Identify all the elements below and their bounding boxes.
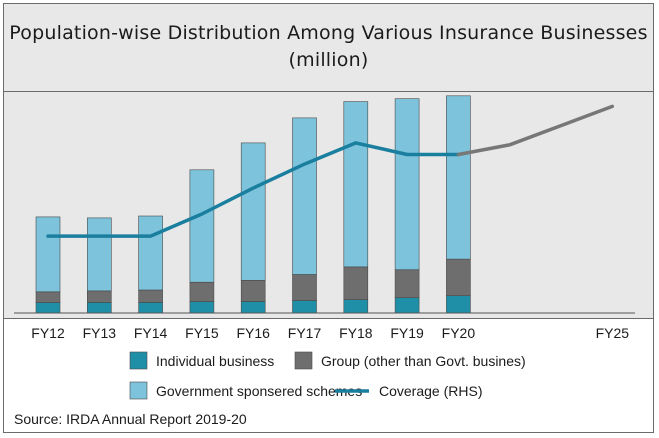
x-tick-fy16: FY16: [236, 325, 270, 341]
legend-label-2: Government sponsered schemes: [156, 383, 362, 399]
bar-fy17-s2: [292, 117, 317, 275]
bar-fy16-s1: [240, 279, 266, 302]
bar-fy20-s1: [446, 258, 471, 297]
x-tick-fy20: FY20: [442, 325, 476, 341]
legend-label-0: Individual business: [156, 353, 274, 369]
bar-fy14-s1: [138, 289, 163, 303]
chart-title: Population-wise Distribution Among Vario…: [9, 22, 648, 71]
legend-swatch-0: [129, 351, 148, 370]
source-note: Source: IRDA Annual Report 2019-20: [14, 411, 247, 427]
bar-fy14-s0: [138, 302, 163, 314]
x-tick-fy14: FY14: [134, 325, 168, 341]
projection-line: [456, 104, 615, 157]
bar-fy15-s2: [189, 169, 215, 283]
legend-label-3: Coverage (RHS): [379, 383, 482, 399]
x-tick-fy25: FY25: [596, 325, 630, 341]
coverage-line: [46, 141, 461, 238]
bar-fy15-s0: [189, 301, 215, 314]
bar-fy20-s2: [446, 95, 471, 260]
legend-label-1: Group (other than Govt. busines): [321, 353, 526, 369]
bar-fy16-s0: [240, 301, 266, 314]
x-tick-fy13: FY13: [83, 325, 117, 341]
bar-fy18-s0: [343, 299, 369, 314]
bar-fy19-s1: [394, 269, 420, 298]
legend-swatch-1: [294, 351, 313, 370]
x-tick-fy12: FY12: [31, 325, 65, 341]
bar-fy14-s2: [138, 215, 163, 291]
bar-fy16-s2: [240, 142, 266, 281]
bar-fy13-s1: [87, 290, 112, 303]
bar-fy17-s0: [292, 300, 317, 314]
bar-fy20-s0: [446, 295, 471, 314]
x-tick-fy19: FY19: [390, 325, 424, 341]
title-band: Population-wise Distribution Among Vario…: [4, 4, 653, 92]
bar-fy12-s1: [35, 291, 61, 303]
bar-fy19-s0: [394, 297, 420, 314]
bar-fy13-s0: [87, 302, 112, 314]
bar-fy12-s2: [35, 216, 61, 293]
legend-swatch-2: [129, 381, 148, 400]
x-tick-fy15: FY15: [185, 325, 219, 341]
chart-frame: Population-wise Distribution Among Vario…: [3, 3, 654, 433]
bar-fy18-s2: [343, 101, 369, 268]
x-tick-fy18: FY18: [339, 325, 373, 341]
bar-fy12-s0: [35, 302, 61, 314]
bar-fy19-s2: [394, 98, 420, 270]
bar-fy13-s2: [87, 217, 112, 292]
bar-fy15-s1: [189, 281, 215, 302]
x-tick-fy17: FY17: [288, 325, 322, 341]
bar-fy18-s1: [343, 266, 369, 300]
bar-fy17-s1: [292, 274, 317, 301]
